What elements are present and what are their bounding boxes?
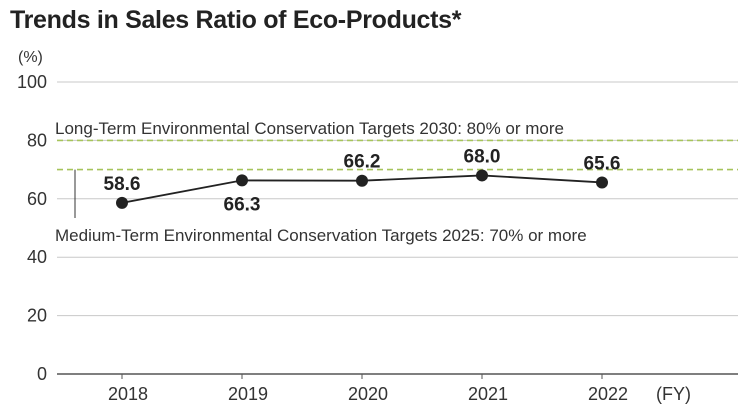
data-label: 58.6: [104, 174, 141, 195]
data-point: [116, 196, 128, 209]
y-tick-label: 0: [37, 364, 47, 384]
data-point: [236, 174, 248, 187]
target-lines: Long-Term Environmental Conservation Tar…: [55, 119, 738, 245]
x-tick-label: 2021: [468, 384, 508, 404]
long-term-target-label: Long-Term Environmental Conservation Tar…: [55, 119, 564, 138]
y-tick-label: 60: [27, 189, 47, 209]
x-tick-label: 2020: [348, 384, 388, 404]
data-label: 66.3: [224, 194, 261, 215]
chart-title: Trends in Sales Ratio of Eco-Products*: [10, 6, 462, 34]
y-tick-label: 20: [27, 306, 47, 326]
y-axis-unit-label: (%): [18, 49, 43, 66]
data-labels: 58.6 66.3 66.2 68.0 65.6: [104, 146, 621, 215]
x-tick-label: 2018: [108, 384, 148, 404]
y-tick-label: 100: [17, 72, 47, 92]
x-axis-unit-label: (FY): [656, 384, 691, 404]
data-label: 65.6: [584, 153, 621, 174]
x-tick-label: 2019: [228, 384, 268, 404]
data-point: [356, 174, 368, 187]
y-tick-label: 80: [27, 130, 47, 150]
data-label: 68.0: [464, 146, 501, 167]
data-point: [476, 169, 488, 182]
y-tick-label: 40: [27, 247, 47, 267]
series-layer: [116, 169, 608, 209]
axis-layer: 0 20 40 60 80 100 2018 2019 2020 2021 2022: [17, 72, 738, 404]
data-point: [596, 176, 608, 189]
x-tick-label: 2022: [588, 384, 628, 404]
data-label: 66.2: [344, 152, 381, 173]
medium-term-target-label: Medium-Term Environmental Conservation T…: [55, 226, 587, 245]
